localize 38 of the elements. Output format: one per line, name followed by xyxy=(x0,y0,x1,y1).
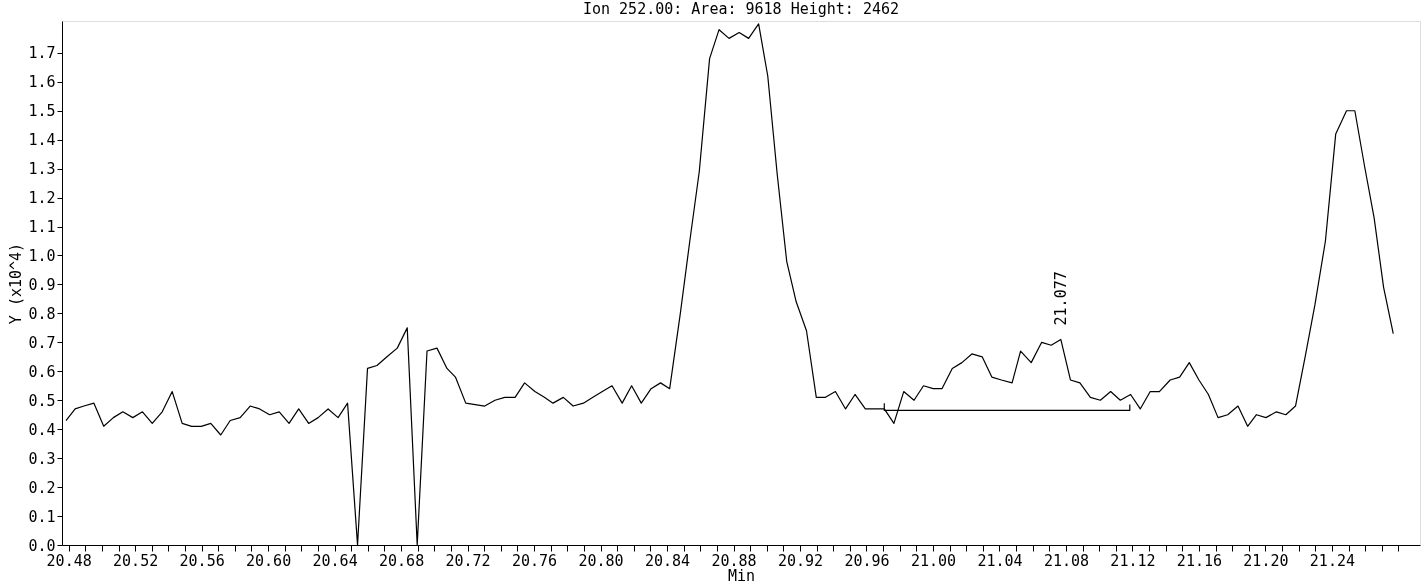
y-tick-label: 1.7 xyxy=(28,44,56,63)
chart-title: Ion 252.00: Area: 9618 Height: 2462 xyxy=(582,0,900,18)
y-axis-title: Y (x10^4) xyxy=(7,242,26,325)
x-tick-label: 21.16 xyxy=(1176,551,1223,570)
x-tick-label: 21.20 xyxy=(1243,551,1289,570)
y-tick-label: 1.1 xyxy=(28,218,56,237)
y-tick-label: 0.6 xyxy=(28,362,56,381)
y-tick-label: 0.9 xyxy=(28,275,56,294)
annotation: 21.077 xyxy=(1051,271,1070,326)
y-tick-label: 0.8 xyxy=(28,304,56,323)
x-tick-label: 20.68 xyxy=(379,551,425,570)
x-tick-label: 20.92 xyxy=(777,551,824,570)
y-tick-label: 1.3 xyxy=(28,160,56,179)
y-tick-label: 0.1 xyxy=(28,507,56,526)
x-tick-label: 21.08 xyxy=(1043,551,1090,570)
x-tick-label: 20.56 xyxy=(179,551,225,570)
y-tick-label: 0.4 xyxy=(28,420,56,439)
y-tick-label: 1.6 xyxy=(28,73,56,92)
x-tick-label: 20.76 xyxy=(511,551,558,570)
x-tick-label: 20.80 xyxy=(578,551,624,570)
x-tick-label: 21.00 xyxy=(910,551,957,570)
y-tick-label: 0.7 xyxy=(28,333,56,352)
y-tick-label: 0.2 xyxy=(28,478,56,497)
x-tick-label: 21.24 xyxy=(1309,551,1355,570)
x-tick-label: 20.72 xyxy=(445,551,491,570)
y-tick-label: 0.3 xyxy=(28,449,56,468)
x-tick-label: 20.52 xyxy=(113,551,159,570)
x-tick-label: 20.84 xyxy=(644,551,691,570)
y-tick-label: 0.5 xyxy=(28,391,56,410)
x-tick-label: 20.96 xyxy=(844,551,890,570)
x-tick-label: 21.04 xyxy=(977,551,1023,570)
y-tick-label: 1.5 xyxy=(28,102,56,121)
x-tick-label: 21.12 xyxy=(1110,551,1156,570)
x-tick-label: 20.60 xyxy=(246,551,292,570)
y-tick-label: 1.4 xyxy=(28,131,56,150)
y-tick-label: 1.2 xyxy=(28,189,56,208)
x-tick-label: 20.64 xyxy=(312,551,358,570)
y-tick-label: 1.0 xyxy=(28,247,56,265)
